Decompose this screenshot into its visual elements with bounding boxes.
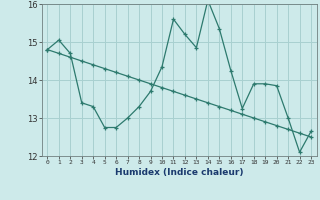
X-axis label: Humidex (Indice chaleur): Humidex (Indice chaleur) bbox=[115, 168, 244, 177]
